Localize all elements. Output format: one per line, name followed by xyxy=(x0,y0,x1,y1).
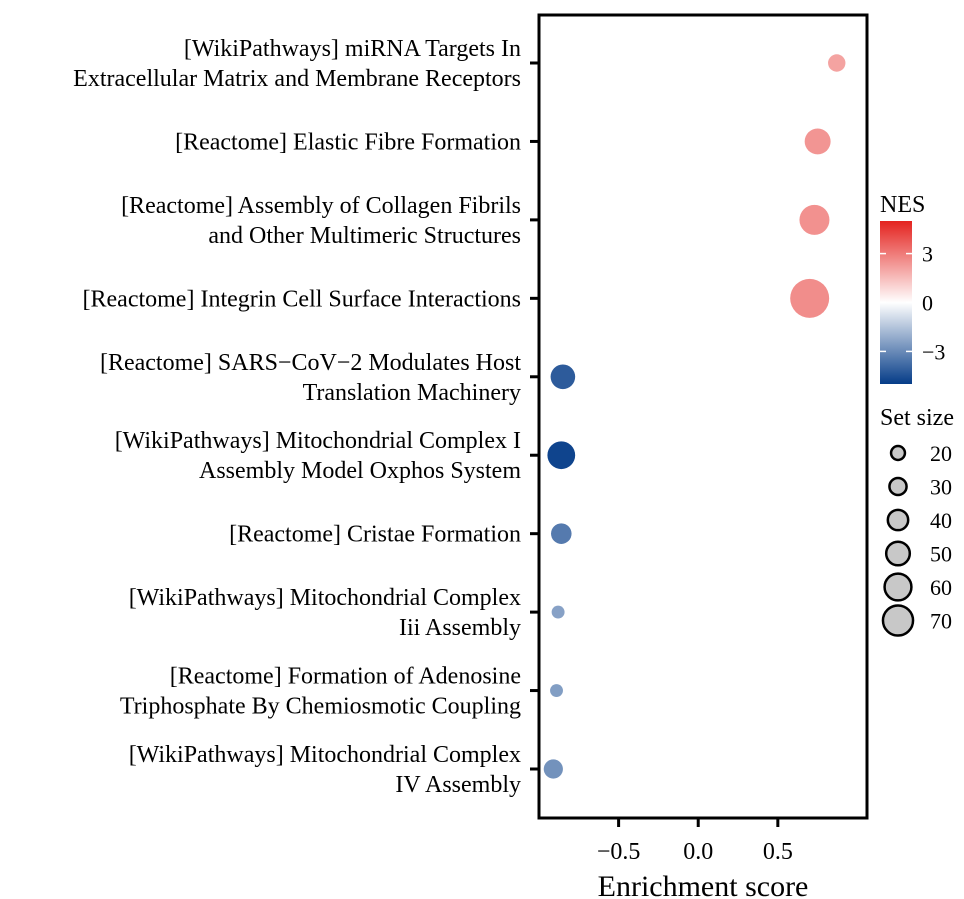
x-tick-label: 0.5 xyxy=(763,839,793,865)
data-point xyxy=(804,128,831,155)
plot-frame xyxy=(537,13,869,820)
data-point xyxy=(550,364,576,390)
y-tick-label: [WikiPathways] miRNA Targets In Extracell… xyxy=(73,36,521,92)
size-legend-circle xyxy=(883,572,913,602)
data-point xyxy=(551,605,565,619)
size-legend-label: 50 xyxy=(930,542,952,567)
data-point xyxy=(551,523,572,544)
size-legend-circle xyxy=(881,604,915,637)
set-size-legend: Set size 20 30 40 50 60 70 xyxy=(880,405,954,637)
size-legend-title: Set size xyxy=(880,405,954,431)
y-tick-label: [Reactome] Elastic Fibre Formation xyxy=(175,129,521,155)
size-legend-circle xyxy=(886,508,910,532)
y-tick-label: [Reactome] SARS−CoV−2 Modulates Host Tran… xyxy=(100,350,521,406)
data-point xyxy=(799,204,830,235)
data-point xyxy=(828,54,846,72)
data-point xyxy=(543,759,563,779)
data-point xyxy=(550,684,563,698)
y-tick-label: [Reactome] Cristae Formation xyxy=(229,522,521,548)
size-legend-label: 60 xyxy=(930,575,952,600)
nes-legend-title: NES xyxy=(880,192,925,218)
data-point xyxy=(547,441,576,470)
y-tick-label: [WikiPathways] Mitochondrial Complex Iii … xyxy=(129,585,521,641)
size-legend-label: 70 xyxy=(930,609,952,634)
size-legend-label: 30 xyxy=(930,475,952,500)
nes-tick-label: −3 xyxy=(922,339,945,364)
size-legend-circle xyxy=(889,444,907,462)
y-tick-label: [Reactome] Formation of Adenosine Triphos… xyxy=(120,664,521,720)
size-legend-label: 20 xyxy=(930,441,952,466)
x-tick-label: 0.0 xyxy=(683,839,713,865)
x-axis-title: Enrichment score xyxy=(598,870,809,899)
size-legend-circle xyxy=(884,540,912,567)
x-axis: −0.5 0.0 0.5 xyxy=(597,818,793,865)
size-legend-circle xyxy=(888,476,908,497)
nes-color-legend: NES 3 0 −3 xyxy=(880,192,945,384)
y-tick-label: [WikiPathways] Mitochondrial Complex IV A… xyxy=(129,742,521,798)
size-legend-label: 40 xyxy=(930,508,952,533)
x-tick-label: −0.5 xyxy=(597,839,641,865)
nes-tick-label: 0 xyxy=(922,291,933,316)
y-tick-label: [WikiPathways] Mitochondrial Complex I As… xyxy=(115,428,522,484)
y-tick-label: [Reactome] Assembly of Collagen Fibrils a… xyxy=(121,193,521,249)
y-tick-label: [Reactome] Integrin Cell Surface Interac… xyxy=(83,286,521,312)
nes-tick-label: 3 xyxy=(922,242,933,267)
data-point xyxy=(790,278,830,318)
plot-area xyxy=(537,13,869,820)
y-axis-labels: [WikiPathways] miRNA Targets In Extracell… xyxy=(73,36,539,798)
